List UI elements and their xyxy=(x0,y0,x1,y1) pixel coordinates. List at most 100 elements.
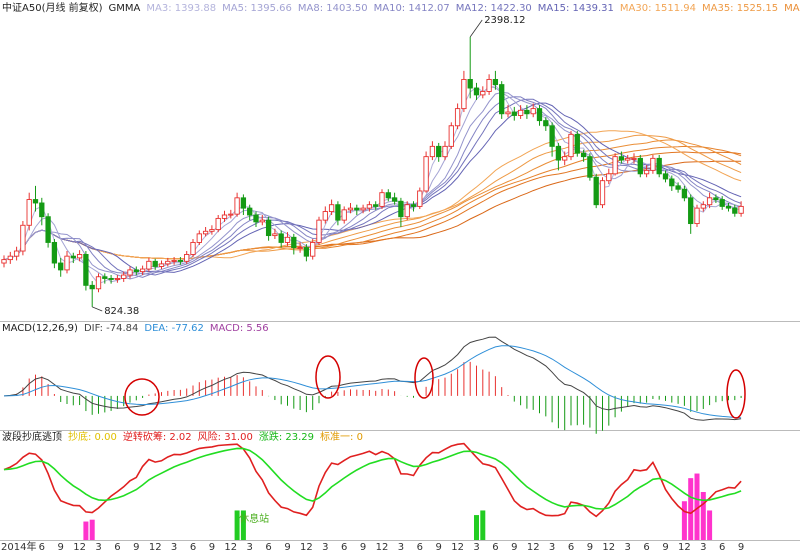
candle-body xyxy=(530,108,536,115)
annotation-label: 824.38 xyxy=(104,306,139,317)
candle-body xyxy=(253,214,259,223)
highlight-circle xyxy=(726,369,746,419)
x-tick-label: 6 xyxy=(341,542,347,553)
candle-body xyxy=(316,219,322,243)
candle-body xyxy=(606,173,612,182)
candle-body xyxy=(492,78,499,86)
annotation-label: 2398.12 xyxy=(484,15,525,26)
signal-bar xyxy=(681,501,687,540)
candle-body xyxy=(524,109,530,115)
candle-body xyxy=(184,254,190,262)
signal-bar xyxy=(688,478,694,540)
legend-label: MA8: 1403.50 xyxy=(298,3,368,14)
legend-label: 标准一: 0 xyxy=(320,431,363,443)
x-tick-label: 12 xyxy=(73,542,86,553)
candle-body xyxy=(442,145,448,158)
legend-label: MA10: 1412.07 xyxy=(374,3,450,14)
candle-body xyxy=(158,263,165,267)
x-tick-label: 9 xyxy=(209,542,215,553)
x-tick-label: 3 xyxy=(171,542,177,553)
signal-bar xyxy=(474,515,479,540)
candle-body xyxy=(738,205,744,214)
candle-body xyxy=(102,276,108,279)
signal-bar xyxy=(700,492,706,540)
dea-line xyxy=(3,345,742,419)
x-tick-label: 12 xyxy=(149,542,162,553)
candle-body xyxy=(32,199,39,204)
candle-body xyxy=(1,259,7,264)
candle-body xyxy=(599,180,606,206)
candle-body xyxy=(20,224,26,252)
legend-label: MA12: 1422.30 xyxy=(456,3,532,14)
x-tick-label: 12 xyxy=(527,542,540,553)
candle-body xyxy=(165,260,171,265)
candle-body xyxy=(694,207,700,225)
moving-average-line xyxy=(3,102,742,273)
x-tick-label: 9 xyxy=(58,542,64,553)
candle-body xyxy=(76,254,83,259)
legend-label: 逆转砍筹: 2.02 xyxy=(123,430,192,443)
candle-body xyxy=(732,207,738,214)
x-tick-label: 6 xyxy=(417,542,423,553)
candle-body xyxy=(108,278,114,280)
x-tick-label: 12 xyxy=(224,542,237,553)
candle-body xyxy=(713,197,719,200)
moving-average-line xyxy=(3,160,742,261)
candle-body xyxy=(13,250,20,257)
candle-body xyxy=(83,254,89,286)
candle-body xyxy=(247,207,253,216)
signal-bar xyxy=(694,473,700,540)
candle-body xyxy=(209,229,215,232)
candle-body xyxy=(121,274,127,279)
candle-body xyxy=(417,190,423,207)
legend-label: MA35: 1525.15 xyxy=(702,3,778,14)
candle-body xyxy=(429,145,436,158)
candle-body xyxy=(341,209,347,221)
candle-body xyxy=(360,207,366,211)
highlight-circle xyxy=(124,378,160,416)
x-tick-label: 12 xyxy=(300,542,313,553)
legend-label: 抄底: 0.00 xyxy=(68,430,117,443)
candle-body xyxy=(580,152,587,158)
x-tick-label: 6 xyxy=(492,542,498,553)
x-tick-label: 3 xyxy=(473,542,479,553)
candle-body xyxy=(26,199,32,226)
candle-body xyxy=(725,205,732,209)
legend-label: GMMA xyxy=(109,3,141,14)
candle-body xyxy=(568,133,574,158)
candle-body xyxy=(177,260,184,262)
x-tick-label: 9 xyxy=(738,542,744,553)
candle-body xyxy=(379,192,385,207)
legend-label: 中证A50(月线 前复权) xyxy=(2,1,103,14)
x-tick-label: 12 xyxy=(451,542,464,553)
moving-average-line xyxy=(3,91,742,280)
candle-body xyxy=(631,157,637,160)
x-tick-label: 3 xyxy=(322,542,328,553)
candle-body xyxy=(618,156,625,161)
annotation-pointer xyxy=(92,306,103,312)
candle-body xyxy=(675,185,681,190)
legend-label: MA5: 1395.66 xyxy=(222,3,292,14)
candle-body xyxy=(669,178,675,187)
risk-line xyxy=(3,442,742,518)
candle-body xyxy=(114,278,121,280)
signal-bar xyxy=(83,521,89,540)
x-tick-label: 6 xyxy=(568,542,574,553)
candle-body xyxy=(297,247,303,250)
candle-body xyxy=(511,111,517,116)
legend-label: 风险: 31.00 xyxy=(198,430,253,443)
candle-body xyxy=(45,216,51,243)
candle-body xyxy=(278,233,284,243)
x-tick-label: 3 xyxy=(95,542,101,553)
candle-body xyxy=(543,120,549,127)
moving-average-line xyxy=(3,84,742,285)
candle-body xyxy=(7,255,13,261)
highlight-circle xyxy=(414,357,434,399)
candle-body xyxy=(215,217,221,231)
legend-label: DEA: -77.62 xyxy=(144,323,203,334)
candle-body xyxy=(139,268,146,273)
legend-label: MA30: 1511.94 xyxy=(620,3,696,14)
legend-label: MA3: 1393.88 xyxy=(146,3,216,14)
candle-body xyxy=(706,197,713,206)
candle-body xyxy=(366,204,373,209)
